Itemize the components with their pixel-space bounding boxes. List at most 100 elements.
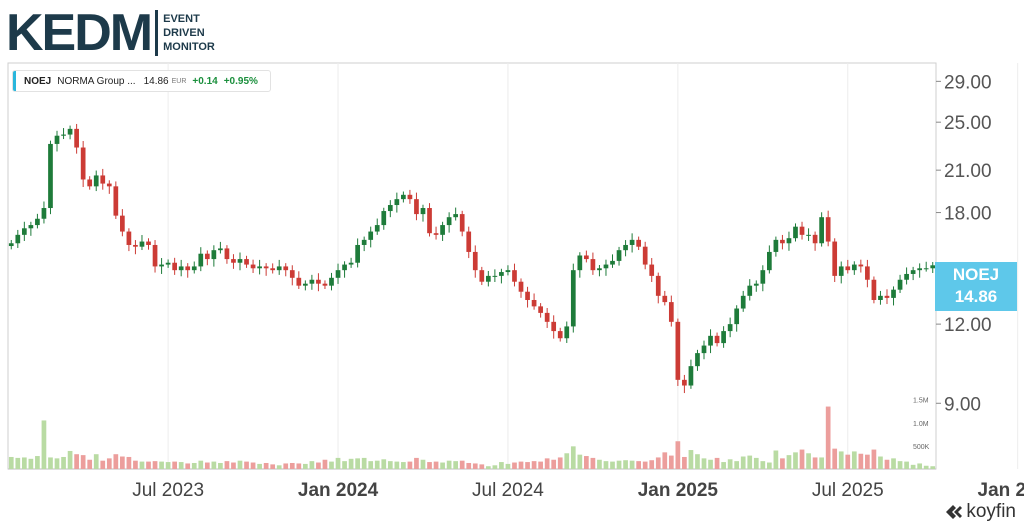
volume-bar <box>93 454 99 469</box>
volume-bar <box>904 461 909 469</box>
volume-bar <box>433 461 439 469</box>
candle-body <box>897 279 903 290</box>
x-tick-label: Jul 2025 <box>812 480 884 501</box>
volume-bar <box>662 452 668 469</box>
volume-bar <box>316 462 321 469</box>
candle-body <box>8 243 14 247</box>
candle-body <box>296 277 302 286</box>
brand-name: koyfin <box>966 501 1016 522</box>
volume-bar <box>342 461 347 469</box>
volume-bar <box>590 457 596 469</box>
candle-body <box>420 208 426 215</box>
volume-bar <box>244 461 249 469</box>
volume-bar <box>479 464 485 469</box>
volume-bar <box>485 466 491 469</box>
volume-bar <box>727 459 733 469</box>
candle-body <box>910 270 916 274</box>
candle-body <box>316 279 321 284</box>
candle-body <box>688 366 694 386</box>
candle-body <box>61 134 66 136</box>
volume-bar <box>276 465 282 469</box>
candle-body <box>433 233 439 235</box>
volume-bar <box>531 461 537 469</box>
candlesticks <box>8 123 936 394</box>
volume-bar <box>930 466 936 469</box>
candle-body <box>616 250 622 261</box>
volume-bar <box>812 457 818 469</box>
candle-body <box>603 264 609 269</box>
y-tick-label: 29.00 <box>944 72 992 93</box>
volume-bar <box>113 454 119 469</box>
candle-body <box>427 208 432 234</box>
price-tag-ticker: NOEJ <box>952 265 1000 284</box>
volume-bar <box>8 456 14 469</box>
candle-body <box>479 270 485 282</box>
volume-bar <box>616 460 622 469</box>
candle-body <box>655 275 661 296</box>
candle-body <box>780 239 785 244</box>
volume-bar <box>257 463 262 469</box>
volume-bar <box>897 461 903 469</box>
volume-bar <box>48 457 53 469</box>
candle-body <box>577 255 583 271</box>
volume-bar <box>204 462 210 469</box>
candle-body <box>851 264 857 271</box>
candle-body <box>270 268 276 271</box>
volume-bar <box>250 462 256 469</box>
candle-body <box>538 306 543 313</box>
x-tick-label: Jul 2024 <box>472 480 544 501</box>
volume-bar <box>570 446 576 469</box>
candle-body <box>564 326 570 339</box>
volume-bar <box>191 462 197 469</box>
volume-bar <box>61 456 66 469</box>
candle-body <box>414 199 419 215</box>
volume-bar <box>688 450 694 469</box>
y-tick-label: 12.00 <box>944 315 992 336</box>
candle-body <box>747 285 753 296</box>
volume-bar <box>41 420 47 469</box>
volume-bar <box>459 460 465 469</box>
candle-body <box>878 295 883 300</box>
candle-body <box>309 279 315 284</box>
volume-bar <box>289 462 295 469</box>
candle-body <box>106 183 112 187</box>
volume-bar <box>185 463 191 469</box>
volume-bar <box>172 461 178 469</box>
x-tick-label: Jul 2023 <box>132 480 204 501</box>
candle-body <box>891 289 896 298</box>
volume-bar <box>838 451 844 469</box>
volume-bar <box>760 461 766 469</box>
koyfin-brand[interactable]: koyfin <box>944 501 1016 523</box>
volume-bar <box>845 454 851 469</box>
volume-bar <box>120 456 125 469</box>
candle-body <box>185 266 191 271</box>
candle-body <box>584 255 589 260</box>
candle-body <box>917 268 923 271</box>
volume-bar <box>623 460 628 469</box>
volume-bar <box>610 461 615 469</box>
volume-bar <box>368 461 374 469</box>
candle-body <box>551 321 557 332</box>
candle-body <box>74 128 79 148</box>
candle-body <box>845 266 851 271</box>
volume-bar <box>374 460 380 469</box>
candle-body <box>250 264 256 269</box>
candle-body <box>178 266 184 271</box>
volume-bar <box>891 458 896 469</box>
candle-body <box>231 259 236 263</box>
candle-body <box>204 253 210 260</box>
candle-body <box>714 335 720 344</box>
volume-bar <box>54 458 60 469</box>
candle-body <box>113 186 119 216</box>
candle-body <box>590 259 596 271</box>
candle-body <box>93 175 99 187</box>
legend-ticker: NOEJ <box>24 75 52 87</box>
volume-bar <box>806 453 811 469</box>
koyfin-logo-icon <box>946 505 963 519</box>
volume-bar <box>551 459 557 469</box>
candle-body <box>342 264 347 271</box>
candle-body <box>832 241 838 276</box>
series-legend[interactable]: NOEJ NORMA Group ... 14.86 EUR +0.14 +0.… <box>12 70 271 92</box>
chart-axes: Jul 2023 Jan 2024 Jul 2024 Jan 2025 Jul 2025… <box>132 72 1024 501</box>
candle-body <box>649 264 655 276</box>
